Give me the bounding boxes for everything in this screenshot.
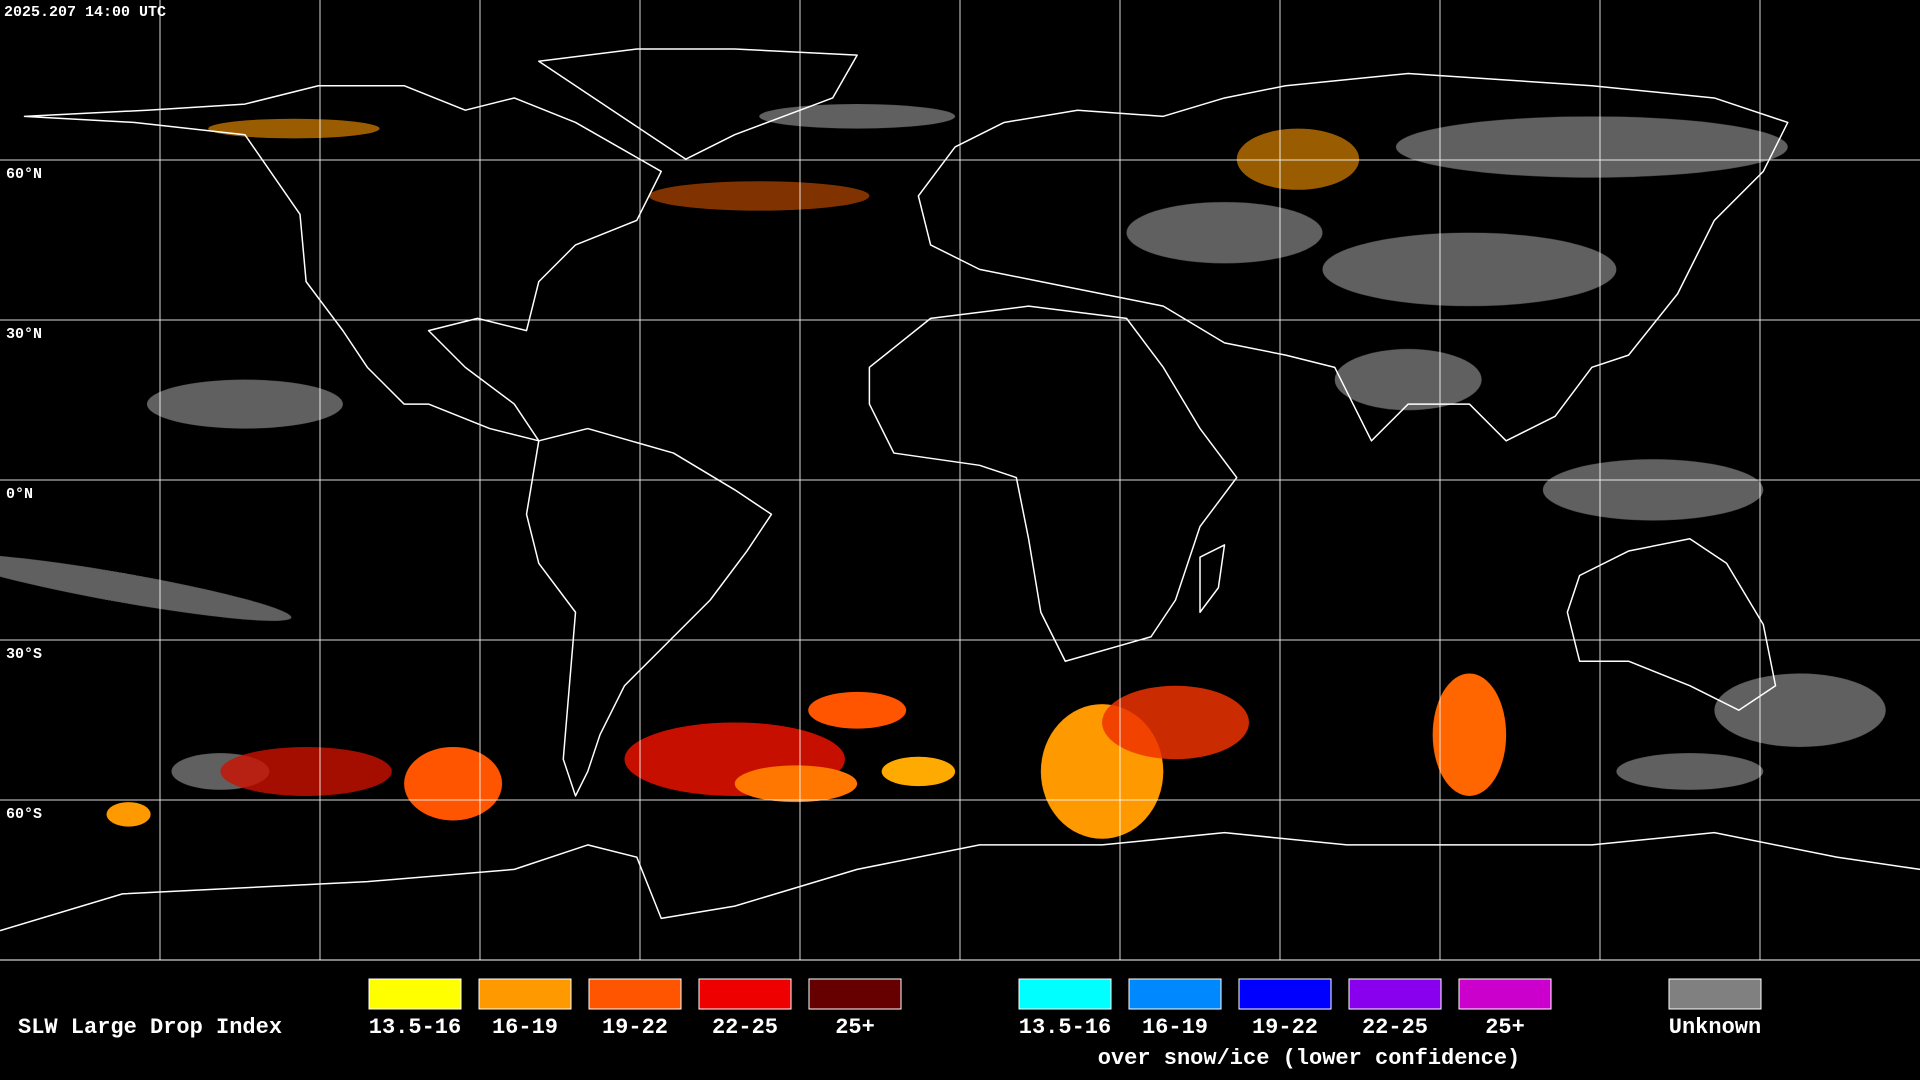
latitude-label: 30°N [6,326,42,343]
coastline [1200,545,1224,612]
coastline [527,429,772,796]
legend-swatch [1458,978,1552,1010]
legend-label: 22-25 [712,1015,778,1040]
legend-swatch [368,978,462,1010]
legend-swatch [1668,978,1762,1010]
coastline [1567,539,1775,710]
coastline [24,86,661,441]
legend-swatch [588,978,682,1010]
coastline [918,73,1787,440]
legend-swatch [1348,978,1442,1010]
latitude-label: 0°N [6,486,33,503]
legend-swatch [1238,978,1332,1010]
legend-label: 25+ [1485,1015,1525,1040]
legend-label: Unknown [1669,1015,1761,1040]
legend-swatch [808,978,902,1010]
latitude-label: 30°S [6,646,42,663]
drop-index-patches [106,118,1507,839]
legend-label: 19-22 [1252,1015,1318,1040]
legend-label: 16-19 [492,1015,558,1040]
timestamp: 2025.207 14:00 UTC [4,4,166,21]
legend-caption: over snow/ice (lower confidence) [1098,1046,1520,1071]
legend-label: 16-19 [1142,1015,1208,1040]
legend-swatch [698,978,792,1010]
graticule: 60°N 30°N 0°N 30°S 60°S [0,0,1920,960]
coastline [539,49,857,159]
coastlines [0,49,1920,931]
legend-swatch [478,978,572,1010]
legend-label: 22-25 [1362,1015,1428,1040]
coastline [869,306,1236,661]
unknown-patches [0,104,1886,790]
latitude-label: 60°N [6,166,42,183]
legend-label: 13.5-16 [1019,1015,1111,1040]
legend-label: 13.5-16 [369,1015,461,1040]
legend-title: SLW Large Drop Index [18,1015,282,1040]
coastline [0,833,1920,931]
legend-label: 19-22 [602,1015,668,1040]
legend: SLW Large Drop Index over snow/ice (lowe… [18,978,1762,1071]
legend-swatch [1128,978,1222,1010]
legend-label: 25+ [835,1015,875,1040]
latitude-label: 60°S [6,806,42,823]
cloud-layer [0,104,1886,839]
legend-swatch [1018,978,1112,1010]
